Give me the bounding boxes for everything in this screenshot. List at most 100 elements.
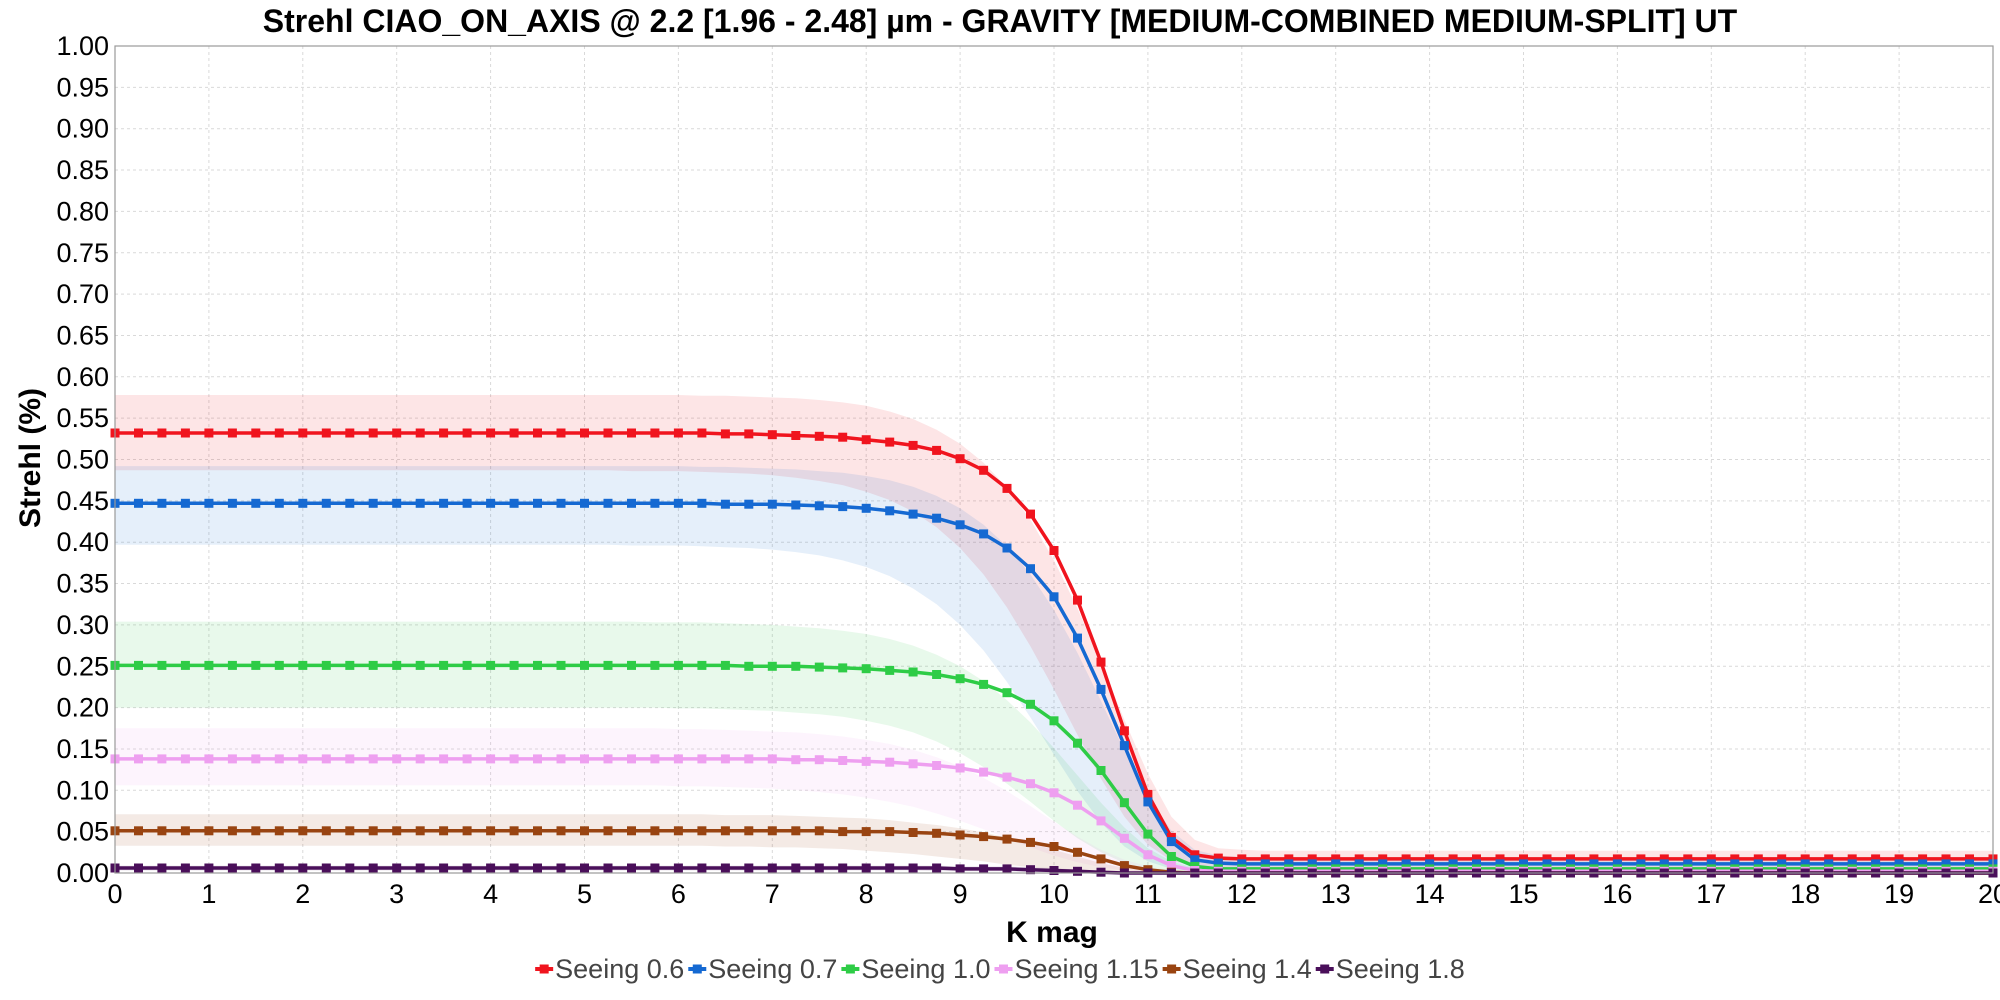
x-tick-label: 13 — [1321, 879, 1351, 909]
data-point — [157, 660, 167, 670]
data-point — [1448, 859, 1458, 869]
legend-label: Seeing 1.4 — [1183, 954, 1312, 984]
data-point — [134, 754, 143, 764]
data-point — [1260, 859, 1270, 869]
data-point — [251, 863, 261, 873]
data-point — [134, 660, 143, 670]
data-point — [462, 754, 472, 764]
data-point — [1824, 854, 1834, 864]
data-point — [134, 428, 143, 438]
data-point — [955, 454, 965, 464]
data-point — [227, 863, 237, 873]
data-point — [415, 428, 425, 438]
data-point — [908, 667, 918, 677]
data-point — [415, 826, 425, 836]
data-point — [462, 826, 472, 836]
x-axis-title: K mag — [1006, 916, 1098, 949]
y-tick-label: 0.10 — [56, 775, 109, 805]
y-tick-label: 0.75 — [56, 238, 109, 268]
data-point — [838, 756, 848, 765]
data-point — [861, 435, 871, 445]
data-point — [1800, 854, 1810, 864]
data-point — [1073, 800, 1082, 810]
data-point — [1589, 859, 1599, 869]
data-point — [1472, 859, 1481, 869]
data-point — [415, 863, 425, 873]
data-point — [251, 660, 261, 670]
data-point — [180, 498, 190, 508]
data-point — [1824, 859, 1834, 869]
data-point — [1636, 859, 1646, 869]
data-point — [650, 498, 660, 508]
data-point — [720, 660, 730, 670]
y-tick-label: 0.45 — [56, 486, 109, 516]
data-point — [392, 826, 402, 836]
x-tick-label: 6 — [671, 879, 686, 909]
data-point — [134, 863, 143, 873]
data-point — [673, 754, 683, 764]
data-point — [955, 830, 965, 840]
data-point — [979, 832, 989, 842]
data-point — [1143, 797, 1153, 807]
data-point — [791, 755, 801, 765]
data-point — [157, 754, 167, 764]
data-point — [627, 660, 636, 670]
data-point — [1213, 858, 1223, 868]
data-point — [227, 660, 237, 670]
data-point — [955, 864, 965, 874]
data-point — [932, 863, 942, 873]
legend-item-0: Seeing 0.6 — [535, 954, 684, 984]
data-point — [650, 660, 660, 670]
plot-area-border — [114, 45, 1994, 874]
data-point — [1800, 859, 1810, 869]
data-point — [251, 826, 261, 836]
data-point — [392, 754, 402, 764]
data-point — [1166, 861, 1176, 871]
data-point — [533, 498, 542, 508]
data-point — [1965, 859, 1974, 869]
data-point — [415, 498, 425, 508]
data-point — [580, 498, 589, 508]
data-point — [462, 660, 472, 670]
x-tick-label: 18 — [1790, 879, 1820, 909]
data-point — [650, 826, 660, 836]
error-band-series-2 — [115, 621, 1993, 873]
data-point — [580, 754, 589, 764]
data-point — [1683, 854, 1693, 864]
data-point — [298, 498, 308, 508]
legend-swatch-marker — [539, 964, 549, 974]
data-point — [1143, 789, 1153, 799]
data-point — [227, 498, 237, 508]
data-point — [908, 759, 918, 769]
data-point — [1918, 854, 1928, 864]
data-point — [861, 664, 871, 674]
data-point — [1847, 854, 1857, 864]
data-point — [1119, 861, 1129, 871]
data-point — [180, 428, 190, 438]
data-point — [1002, 688, 1012, 698]
data-point — [415, 660, 425, 670]
data-point — [1354, 859, 1364, 869]
x-tick-label: 4 — [483, 879, 498, 909]
data-point — [697, 826, 707, 836]
data-point — [1002, 543, 1012, 553]
data-point — [1612, 859, 1622, 869]
data-point — [368, 428, 378, 438]
data-point — [1026, 564, 1035, 574]
data-point — [1190, 850, 1200, 860]
data-point — [814, 755, 824, 765]
data-point — [368, 754, 378, 764]
data-point — [321, 498, 331, 508]
data-point — [1307, 854, 1317, 864]
x-tick-label: 8 — [859, 879, 874, 909]
data-point — [1260, 854, 1270, 864]
data-point — [439, 754, 449, 764]
data-point — [1777, 854, 1787, 864]
data-point — [838, 827, 848, 837]
x-tick-label: 16 — [1602, 879, 1632, 909]
data-point — [439, 863, 449, 873]
data-point — [533, 428, 542, 438]
y-tick-label: 0.25 — [56, 651, 109, 681]
data-point — [767, 826, 777, 836]
data-point — [767, 754, 777, 764]
